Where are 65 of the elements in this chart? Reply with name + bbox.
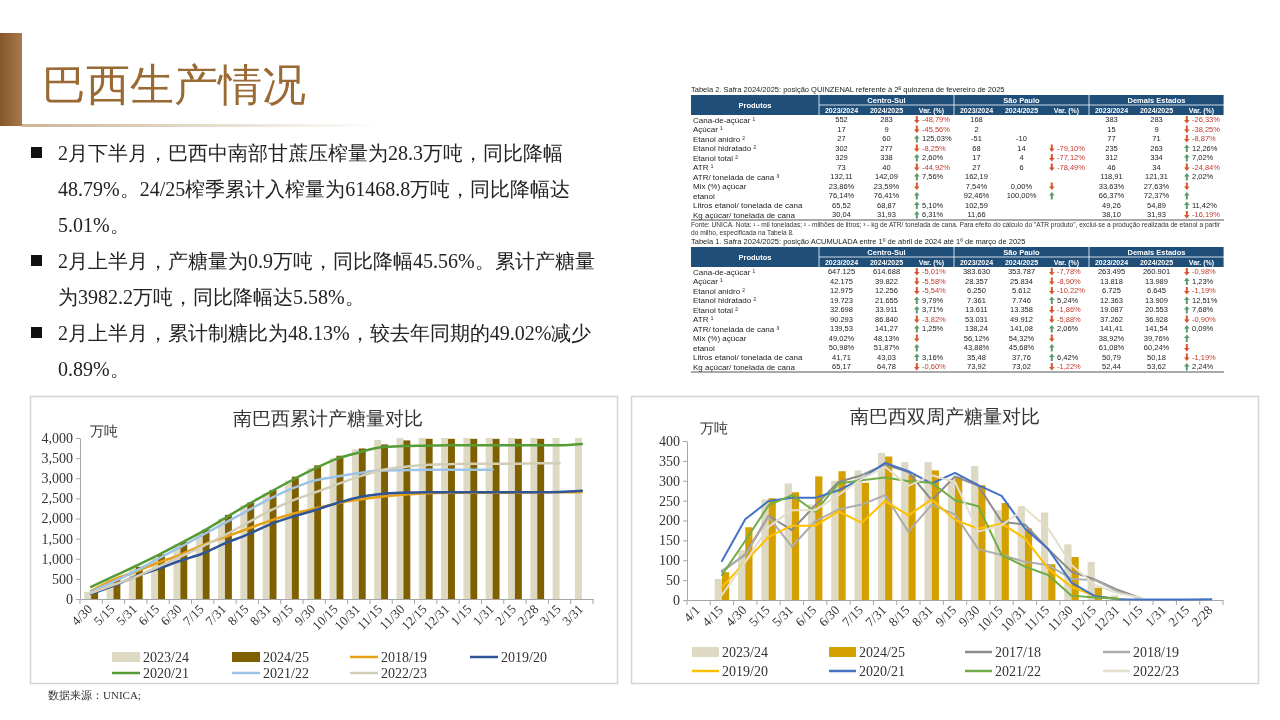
category-label: etanol (693, 191, 715, 201)
category-label: Etanol total ² (693, 153, 738, 163)
y-axis-title: 万吨 (90, 423, 118, 439)
legend-label: 2020/21 (859, 663, 905, 679)
source-note: 数据来源：UNICA; (48, 689, 141, 701)
category-label: Etanol hidratado ² (693, 296, 757, 306)
y-tick-label: 4,000 (41, 430, 73, 446)
category-label: Açúcar ¹ (693, 125, 723, 135)
text: 2月上半月，累计制糖比为48.13%，较去年同期的49.02%减少0.89%。 (58, 322, 592, 380)
legend-label: 2022/23 (381, 665, 427, 681)
legend-label: 2017/18 (995, 644, 1041, 660)
y-tick-label: 100 (659, 553, 680, 569)
y-tick-label: 300 (659, 473, 680, 489)
legend-label: 2023/24 (722, 644, 768, 660)
category-label: ATR ¹ (693, 163, 714, 173)
category-label: Litros etanol/ tonelada de cana (693, 201, 803, 211)
legend-label: 2018/19 (1133, 644, 1179, 660)
y-tick-label: 150 (659, 533, 680, 549)
x-tick-label: 3/31 (559, 601, 586, 629)
category-label: etanol (693, 343, 715, 353)
legend-label: 2022/23 (1133, 663, 1179, 679)
y-tick-label: 350 (659, 453, 680, 469)
category-label: Etanol anidro ² (693, 134, 746, 144)
y-tick-label: 250 (659, 493, 680, 509)
text: 巴西生产情况 (42, 59, 306, 111)
legend-label: 2021/22 (995, 663, 1041, 679)
category-label: Cana-de-açúcar ¹ (693, 115, 756, 125)
chart-title: 南巴西双周产糖量对比 (850, 406, 1040, 427)
category-label: Litros etanol/ tonelada de cana (693, 353, 803, 363)
y-tick-label: 1,000 (41, 551, 73, 567)
y-tick-label: 200 (659, 513, 680, 529)
legend-label: 2019/20 (501, 649, 547, 665)
y-tick-label: 500 (52, 571, 73, 587)
y-tick-label: 2,000 (41, 511, 73, 527)
category-label: ATR/ tonelada de cana ³ (693, 172, 780, 182)
category-label: Etanol anidro ² (693, 286, 746, 296)
legend-label: 2024/25 (263, 649, 309, 665)
text: 2月上半月，产糖量为0.9万吨，同比降幅45.56%。累计产糖量为3982.2万吨，同比降幅达5.58%。 (58, 250, 595, 308)
category-label: Mix (%) açúcar (693, 334, 747, 344)
category-label: Kg açúcar/ tonelada de cana (693, 210, 795, 220)
y-tick-label: 400 (659, 433, 680, 449)
legend-label: 2018/19 (381, 649, 427, 665)
y-tick-label: 3,500 (41, 451, 73, 467)
chart-title: 南巴西累计产糖量对比 (233, 408, 423, 429)
category-label: ATR/ tonelada de cana ³ (693, 324, 780, 334)
y-tick-label: 2,500 (41, 491, 73, 507)
y-tick-label: 0 (66, 591, 73, 607)
text: 2月下半月，巴西中南部甘蔗压榨量为28.3万吨，同比降幅48.79%。24/25榨季累计入榨量为61468.8万吨，同比降幅达5.01%。 (58, 142, 571, 236)
y-tick-label: 1,500 (41, 531, 73, 547)
legend-label: 2024/25 (859, 644, 905, 660)
category-label: Kg açúcar/ tonelada de cana (693, 362, 795, 372)
category-label: Etanol total ² (693, 305, 738, 315)
category-label: ATR ¹ (693, 315, 714, 325)
legend-label: 2019/20 (722, 663, 768, 679)
legend-label: 2023/24 (143, 649, 189, 665)
y-tick-label: 0 (673, 592, 680, 608)
category-label: Mix (%) açúcar (693, 182, 747, 192)
y-axis-title: 万吨 (700, 420, 728, 436)
category-label: Açúcar ¹ (693, 277, 723, 287)
category-label: Etanol hidratado ² (693, 144, 757, 154)
legend-label: 2020/21 (143, 665, 189, 681)
y-tick-label: 50 (666, 573, 680, 589)
y-tick-label: 3,000 (41, 471, 73, 487)
legend-label: 2021/22 (263, 665, 309, 681)
category-label: Cana-de-açúcar ¹ (693, 267, 756, 277)
